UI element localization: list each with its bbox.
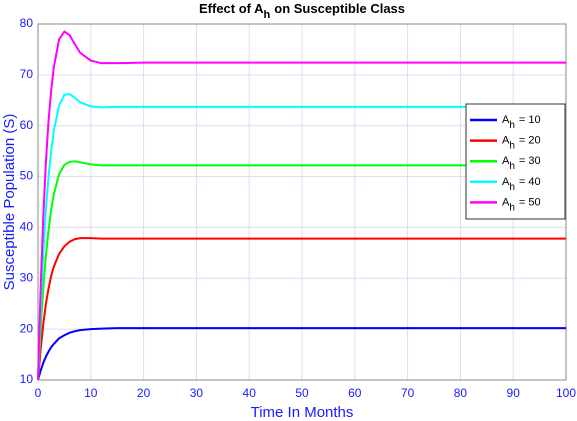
legend-text: = 50 bbox=[519, 196, 541, 208]
x-tick-label: 80 bbox=[454, 386, 468, 400]
legend-text: = 20 bbox=[519, 135, 541, 147]
chart-title: Effect of Ah on Susceptible Class bbox=[199, 1, 405, 20]
legend: Ah = 10 Ah = 20 Ah = 30 Ah = 40 Ah = 50 bbox=[465, 103, 566, 220]
legend-label: Ah = 50 bbox=[502, 196, 541, 213]
legend-subscript: h bbox=[509, 181, 515, 192]
legend-subscript: h bbox=[509, 140, 515, 151]
legend-text: A bbox=[502, 176, 510, 188]
y-axis-label: Susceptible Population (S) bbox=[1, 114, 18, 291]
y-tick-label: 60 bbox=[20, 118, 34, 132]
legend-text: A bbox=[502, 114, 510, 126]
x-axis-label: Time In Months bbox=[251, 404, 354, 421]
x-tick-label: 100 bbox=[556, 386, 576, 400]
legend-text: = 40 bbox=[519, 176, 541, 188]
x-tick-label: 10 bbox=[84, 386, 98, 400]
x-tick-label: 60 bbox=[348, 386, 362, 400]
x-tick-label: 50 bbox=[295, 386, 309, 400]
series-line bbox=[37, 160, 566, 381]
x-tick-label: 40 bbox=[243, 386, 257, 400]
y-tick-label: 70 bbox=[20, 67, 34, 81]
legend-label: Ah = 10 bbox=[502, 114, 541, 131]
y-tick-label: 40 bbox=[20, 220, 34, 234]
legend-text: = 10 bbox=[519, 114, 541, 126]
series-line bbox=[37, 237, 566, 381]
series-line bbox=[37, 327, 566, 381]
legend-label: Ah = 40 bbox=[502, 176, 541, 193]
plot-frame bbox=[37, 23, 567, 381]
y-tick-label: 80 bbox=[20, 16, 34, 30]
x-tick-label: 30 bbox=[190, 386, 204, 400]
legend-subscript: h bbox=[509, 120, 515, 131]
x-tick-label: 20 bbox=[137, 386, 151, 400]
title-text: Effect of A bbox=[199, 1, 264, 16]
y-tick-label: 20 bbox=[20, 321, 34, 335]
legend-text: A bbox=[502, 196, 510, 208]
y-tick-label: 30 bbox=[20, 270, 34, 284]
legend-text: = 30 bbox=[519, 155, 541, 167]
legend-label: Ah = 30 bbox=[502, 155, 541, 172]
x-tick-label: 70 bbox=[401, 386, 415, 400]
x-tick-label: 90 bbox=[507, 386, 521, 400]
title-subscript: h bbox=[264, 9, 271, 21]
series-line bbox=[37, 93, 566, 381]
y-tick-label: 50 bbox=[20, 169, 34, 183]
series-line bbox=[37, 30, 566, 381]
title-text: on Susceptible Class bbox=[274, 1, 405, 16]
x-tick-label: 0 bbox=[35, 386, 42, 400]
y-tick-label: 10 bbox=[20, 372, 34, 386]
legend-label: Ah = 20 bbox=[502, 135, 541, 152]
legend-text: A bbox=[502, 155, 510, 167]
legend-subscript: h bbox=[509, 202, 515, 213]
legend-text: A bbox=[502, 135, 510, 147]
legend-subscript: h bbox=[509, 161, 515, 172]
